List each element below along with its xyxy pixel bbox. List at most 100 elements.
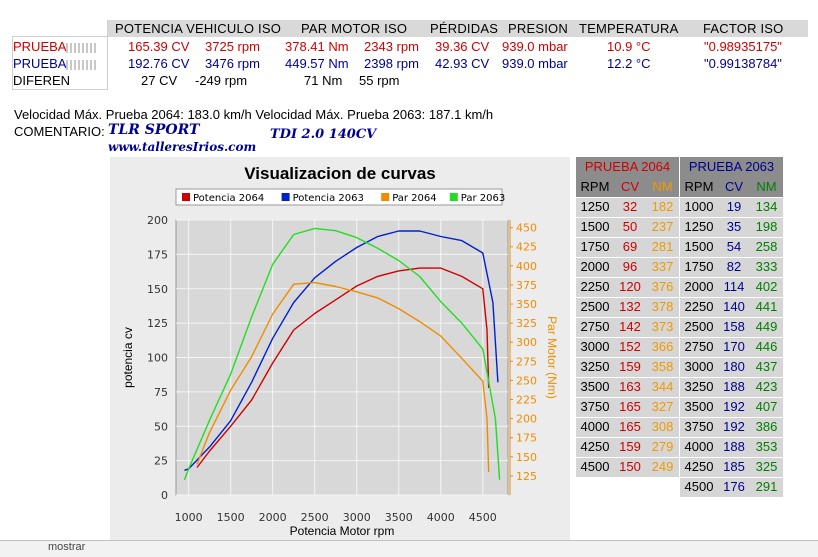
legend-swatch [281,193,290,201]
table-2064-cell-nm: 344 [651,379,674,394]
y2-axis-label: Par Motor (Nm) [545,316,559,399]
table-2063-row [680,397,783,417]
table-2063-row [680,237,783,257]
table-2064-row [576,417,679,437]
table-2064-cell-rpm: 1250 [580,199,610,214]
table-2063-row [680,377,783,397]
legend-swatch [182,193,190,201]
table-2063-cell-rpm: 1250 [684,219,714,234]
value-factor: "0.98935175" [704,39,782,54]
table-2063-cell-cv: 176 [723,479,745,494]
y2-tick-label: 400 [516,260,537,273]
table-2063-cell-rpm: 3000 [684,359,714,374]
table-2063-row [680,357,783,377]
table-2064-cell-rpm: 2500 [580,299,610,314]
value-nm-diff: 71 Nm [304,73,343,88]
table-2063-col-cv: CV [724,179,744,194]
table-2063-title: PRUEBA 2063 [688,159,775,174]
legend-label: Potencia 2064 [193,193,264,204]
y2-tick-label: 200 [516,413,537,426]
y2-tick-label: 125 [516,470,537,483]
x-tick-label: 2000 [259,511,287,524]
value-presion: 939.0 mbar [502,56,568,71]
sheet-tab[interactable]: mostrar [48,541,86,553]
table-2064-cell-cv: 142 [619,319,641,334]
table-2064-cell-nm: 378 [651,299,674,314]
header-factor-iso: FACTOR ISO [703,21,784,36]
y-tick-label: 25 [154,455,168,468]
series-line [184,230,499,471]
table-2063-cell-cv: 140 [723,299,745,314]
table-2064-cell-cv: 32 [622,199,638,214]
table-2063-row [680,457,783,477]
table-2063-cell-rpm: 1500 [684,239,714,254]
table-2063-row [680,437,783,457]
table-2063-cell-nm: 134 [755,199,778,214]
y2-tick-label: 425 [516,241,537,254]
x-tick-label: 4000 [427,511,455,524]
table-2063-cell-cv: 180 [723,359,745,374]
table-2063-cell-rpm: 3500 [684,399,714,414]
table-2063-row [680,297,783,317]
table-2064-cell-cv: 163 [619,379,641,394]
table-2064-cell-nm: 279 [651,439,674,454]
table-2064-row [576,397,679,417]
table-2063-cell-nm: 441 [755,299,778,314]
y-tick-label: 175 [147,248,168,261]
table-2064-row [576,457,679,477]
table-2064-cell-rpm: 2250 [580,279,610,294]
y2-tick-label: 325 [516,317,537,330]
table-2064-cell-cv: 152 [619,339,641,354]
table-2064-cell-nm: 182 [651,199,674,214]
row-label-prueba-2063: PRUEBA [13,56,97,71]
table-2064-cell-rpm: 4500 [580,459,610,474]
y2-tick-label: 250 [516,374,537,387]
value-presion: 939.0 mbar [502,39,568,54]
table-2063-row [680,277,783,297]
table-2063-cell-rpm: 1000 [684,199,714,214]
table-2064-row [576,217,679,237]
value-rpm: 2398 rpm [364,56,419,71]
table-2064-cell-cv: 165 [619,419,641,434]
table-2063-cell-nm: 437 [755,359,778,374]
y-tick-label: 200 [147,214,168,227]
table-2063-cell-cv: 82 [726,259,742,274]
series-line [196,267,490,468]
table-2063-cell-nm: 291 [755,479,778,494]
table-2064-cell-rpm: 2000 [580,259,610,274]
table-2064-cell-nm: 373 [651,319,674,334]
x-tick-label: 1500 [217,511,245,524]
table-2063-cell-cv: 19 [726,199,742,214]
header-potencia: POTENCIA VEHICULO ISO [115,21,282,36]
table-2063-row [680,477,783,497]
table-2063-cell-rpm: 4250 [684,459,714,474]
y2-tick-label: 350 [516,298,537,311]
table-2064-row [576,317,679,337]
table-2063-col-rpm: RPM [684,179,714,194]
table-2063-cell-rpm: 2250 [684,299,714,314]
y2-tick-label: 275 [516,355,537,368]
table-2063-cell-nm: 423 [755,379,778,394]
table-2063-cell-cv: 54 [726,239,742,254]
table-2064-row [576,277,679,297]
table-2063-cell-nm: 449 [755,319,778,334]
table-2063-cell-nm: 333 [755,259,778,274]
header-strip [108,20,808,37]
table-2063-cell-nm: 386 [755,419,778,434]
table-2063-cell-cv: 188 [723,439,745,454]
table-2063-cell-rpm: 3750 [684,419,714,434]
value-rpm-diff: -249 rpm [195,73,248,88]
table-2064-cell-cv: 132 [619,299,641,314]
table-2063-cell-rpm: 4000 [684,439,714,454]
table-2064-cell-rpm: 2750 [580,319,610,334]
value-temperatura: 10.9 °C [607,39,651,54]
table-2063-row [680,337,783,357]
table-2063-header-bg [680,177,783,197]
table-2063-title-bg [680,157,783,177]
table-2063-cell-cv: 114 [723,279,745,294]
table-2064-cell-nm: 327 [651,399,674,414]
series-line [196,281,490,473]
x-axis-label: Potencia Motor rpm [290,524,395,538]
table-2063-cell-rpm: 2000 [684,279,714,294]
table-2063-row [680,317,783,337]
